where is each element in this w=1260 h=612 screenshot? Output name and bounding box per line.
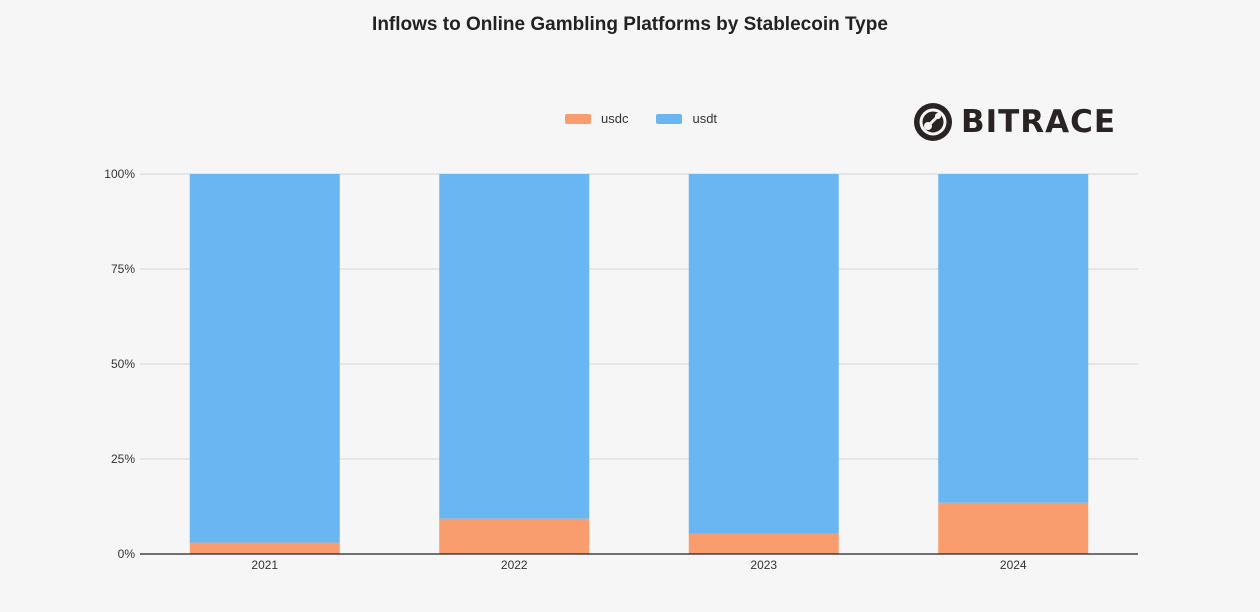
chart-title: Inflows to Online Gambling Platforms by … (372, 14, 888, 35)
legend: usdc usdt (565, 111, 745, 126)
legend-label-usdc: usdc (601, 111, 629, 126)
y-tick-label: 100% (104, 167, 135, 181)
bar-usdc-2021 (189, 542, 340, 554)
legend-item-usdc[interactable]: usdc (565, 111, 628, 126)
x-tick-label: 2022 (501, 558, 528, 572)
x-tick-label: 2021 (251, 558, 278, 572)
y-tick-label: 50% (111, 357, 135, 371)
bar-usdt-2021 (189, 174, 340, 543)
bar-usdt-2022 (439, 174, 590, 519)
logo-wordmark: BITRACE (961, 104, 1117, 140)
legend-item-usdt[interactable]: usdt (656, 111, 717, 126)
legend-swatch-usdt (656, 113, 683, 124)
bar-usdc-2022 (439, 518, 590, 554)
y-tick-label: 25% (111, 452, 135, 466)
legend-swatch-usdc (565, 113, 591, 124)
y-tick-label: 75% (111, 262, 135, 276)
bar-usdc-2023 (688, 533, 839, 554)
bar-usdc-2024 (938, 502, 1089, 554)
legend-label-usdt: usdt (692, 111, 718, 126)
x-tick-label: 2024 (1000, 558, 1027, 572)
bar-usdt-2023 (688, 174, 839, 534)
x-tick-label: 2023 (750, 558, 777, 572)
y-tick-label: 0% (118, 547, 136, 561)
bar-usdt-2024 (938, 174, 1089, 503)
bitrace-logo: BITRACE (913, 102, 1116, 142)
bitrace-logo-icon (914, 103, 952, 141)
